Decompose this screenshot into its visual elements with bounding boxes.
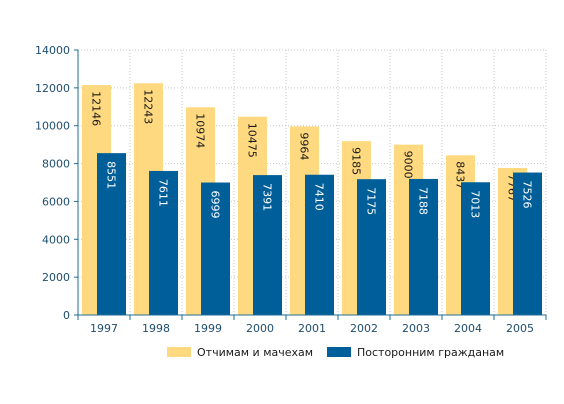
y-tick-label: 14000 (35, 44, 70, 57)
bar-label-stepparents-1999: 10974 (194, 113, 207, 148)
bar-label-stepparents-1997: 12146 (90, 91, 103, 126)
bar-label-strangers-1999: 6999 (209, 191, 222, 219)
y-tick-label: 0 (63, 309, 70, 322)
x-tick-label-2001: 2001 (298, 322, 326, 335)
y-tick-label: 12000 (35, 82, 70, 95)
bar-label-stepparents-2002: 9185 (350, 147, 363, 175)
bar-label-stepparents-2000: 10475 (246, 123, 259, 158)
x-tick-label-2003: 2003 (402, 322, 430, 335)
y-tick-label: 4000 (42, 233, 70, 246)
x-tick-label-1999: 1999 (194, 322, 222, 335)
y-tick-label: 6000 (42, 195, 70, 208)
bar-label-strangers-2004: 7013 (469, 190, 482, 218)
bar-label-stepparents-2003: 9000 (402, 151, 415, 179)
legend-swatch-strangers (327, 347, 351, 357)
x-tick-label-1997: 1997 (90, 322, 118, 335)
bar-label-stepparents-1998: 12243 (142, 89, 155, 124)
x-tick-label-2000: 2000 (246, 322, 274, 335)
bar-strangers-2004 (461, 182, 490, 315)
x-tick-label-2004: 2004 (454, 322, 482, 335)
bar-strangers-2001 (305, 174, 334, 315)
legend-swatch-stepparents (167, 347, 191, 357)
y-tick-label: 8000 (42, 158, 70, 171)
legend: Отчимам и мачехам Посторонним гражданам (167, 346, 504, 359)
x-tick-label-2005: 2005 (506, 322, 534, 335)
bar-strangers-2005 (513, 172, 542, 315)
bar-label-strangers-2002: 7175 (365, 187, 378, 215)
bar-strangers-2002 (357, 179, 386, 315)
x-tick-label-2002: 2002 (350, 322, 378, 335)
bar-label-strangers-2003: 7188 (417, 187, 430, 215)
bar-label-strangers-2005: 7526 (521, 181, 534, 209)
bar-label-strangers-1997: 8551 (105, 161, 118, 189)
bar-strangers-2003 (409, 178, 438, 315)
axes: 0 2000 4000 6000 8000 10000 12000 14000 1997 1998… (35, 44, 547, 335)
bar-strangers-2000 (253, 175, 282, 315)
x-tick-label-1998: 1998 (142, 322, 170, 335)
legend-label-strangers: Посторонним гражданам (357, 346, 504, 359)
bar-strangers-1999 (201, 182, 230, 315)
bar-strangers-1997 (97, 153, 126, 315)
bar-label-strangers-2000: 7391 (261, 183, 274, 211)
bar-label-stepparents-2001: 9964 (298, 132, 311, 160)
bar-label-strangers-1998: 7611 (157, 179, 170, 207)
bar-strangers-1998 (149, 170, 178, 315)
bars: 12146 8551 12243 7611 10974 6999 10475 7391 9964… (82, 83, 542, 316)
legend-label-stepparents: Отчимам и мачехам (197, 346, 313, 359)
y-tick-label: 10000 (35, 120, 70, 133)
y-tick-label: 2000 (42, 271, 70, 284)
bar-label-strangers-2001: 7410 (313, 183, 326, 211)
